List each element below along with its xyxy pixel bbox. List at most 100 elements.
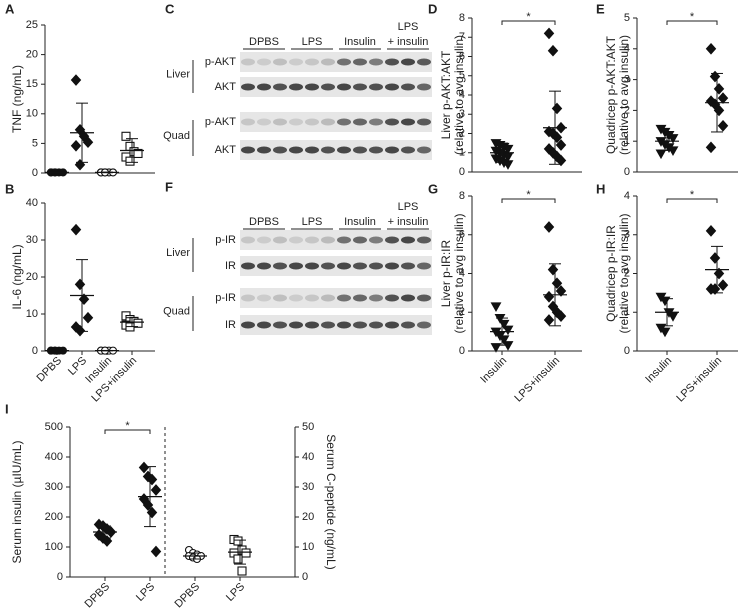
band — [401, 321, 415, 329]
y-tick-label: 4 — [624, 43, 630, 55]
band — [369, 262, 383, 270]
blot-strip — [240, 230, 432, 250]
data-point — [717, 279, 729, 291]
data-point — [717, 92, 729, 104]
band — [321, 236, 335, 244]
x-tick-label: DPBS — [34, 355, 64, 385]
x-tick-label: DPBS — [172, 581, 202, 611]
band — [321, 262, 335, 270]
band — [321, 321, 335, 329]
data-point — [543, 290, 555, 303]
blot-strip — [240, 112, 432, 132]
y2-axis-label: Serum C-peptide (ng/mL) — [324, 434, 338, 569]
band — [305, 262, 319, 270]
data-point — [82, 136, 94, 149]
y-axis-label: (relative to avg insulin) — [617, 213, 631, 333]
data-point — [70, 139, 82, 152]
band — [273, 321, 287, 329]
band — [241, 294, 255, 302]
tissue-label: Quad — [163, 130, 190, 142]
band — [401, 83, 415, 91]
y-tick-label: 6 — [459, 229, 465, 241]
y-tick-label: 500 — [45, 421, 63, 433]
data-point — [659, 327, 671, 338]
data-point — [543, 221, 555, 233]
band — [353, 83, 367, 91]
y-tick-label: 4 — [459, 89, 465, 101]
band — [337, 321, 351, 329]
significance-bracket — [501, 20, 556, 25]
data-point — [555, 154, 567, 167]
band — [257, 236, 271, 244]
band — [241, 83, 255, 91]
band — [417, 321, 431, 329]
y2-tick-label: 20 — [302, 511, 314, 523]
data-point — [705, 225, 717, 237]
data-point — [150, 484, 162, 496]
tissue-label: Liver — [166, 68, 190, 80]
panel-letter: E — [596, 1, 605, 16]
data-point — [502, 144, 514, 155]
x-tick-label: LPS+insulin — [512, 355, 562, 405]
band — [385, 236, 399, 244]
band — [369, 58, 383, 66]
band — [353, 236, 367, 244]
data-point — [133, 148, 143, 159]
x-tick-label: Insulin — [478, 355, 509, 386]
band — [337, 83, 351, 91]
blot-strip — [240, 77, 432, 97]
y2-tick-label: 50 — [302, 421, 314, 433]
y-tick-label: 5 — [32, 137, 38, 149]
band — [241, 118, 255, 126]
band — [385, 321, 399, 329]
blot-strip — [240, 256, 432, 276]
x-tick-label: Insulin — [643, 355, 674, 386]
band — [385, 294, 399, 302]
band — [241, 58, 255, 66]
group-label: Insulin — [344, 36, 376, 48]
x-tick-label: LPS — [224, 581, 247, 604]
data-point — [667, 134, 679, 144]
band — [289, 262, 303, 270]
band — [353, 118, 367, 126]
band — [417, 262, 431, 270]
data-point — [133, 318, 143, 328]
blot-strip — [240, 315, 432, 335]
band — [257, 146, 271, 154]
band — [353, 58, 367, 66]
data-point — [74, 158, 86, 171]
band — [337, 262, 351, 270]
y-tick-label: 20 — [26, 271, 38, 283]
data-point — [121, 131, 131, 141]
panel-letter: A — [5, 1, 15, 16]
y-tick-label: 0 — [32, 167, 38, 179]
band — [385, 146, 399, 154]
band — [321, 83, 335, 91]
data-point — [705, 42, 717, 55]
band — [289, 58, 303, 66]
band — [289, 146, 303, 154]
y-tick-label: 3 — [624, 74, 630, 86]
data-point — [555, 139, 567, 151]
data-point — [667, 312, 679, 322]
y-tick-label: 15 — [26, 78, 38, 90]
band — [369, 294, 383, 302]
band — [353, 294, 367, 302]
band — [417, 118, 431, 126]
band — [369, 236, 383, 244]
y-axis-label: TNF (ng/mL) — [10, 65, 24, 133]
band — [337, 58, 351, 66]
row-label: AKT — [215, 144, 237, 156]
y-tick-label: 0 — [57, 571, 63, 583]
band — [273, 262, 287, 270]
blot-strip — [240, 52, 432, 72]
panel-letter: F — [165, 179, 173, 194]
significance-label: * — [125, 420, 130, 432]
y-tick-label: 10 — [26, 108, 38, 120]
group-label: LPS — [398, 21, 419, 33]
band — [289, 294, 303, 302]
band — [289, 118, 303, 126]
data-point — [543, 314, 555, 326]
y-tick-label: 40 — [26, 197, 38, 209]
y-tick-label: 0 — [459, 166, 465, 178]
